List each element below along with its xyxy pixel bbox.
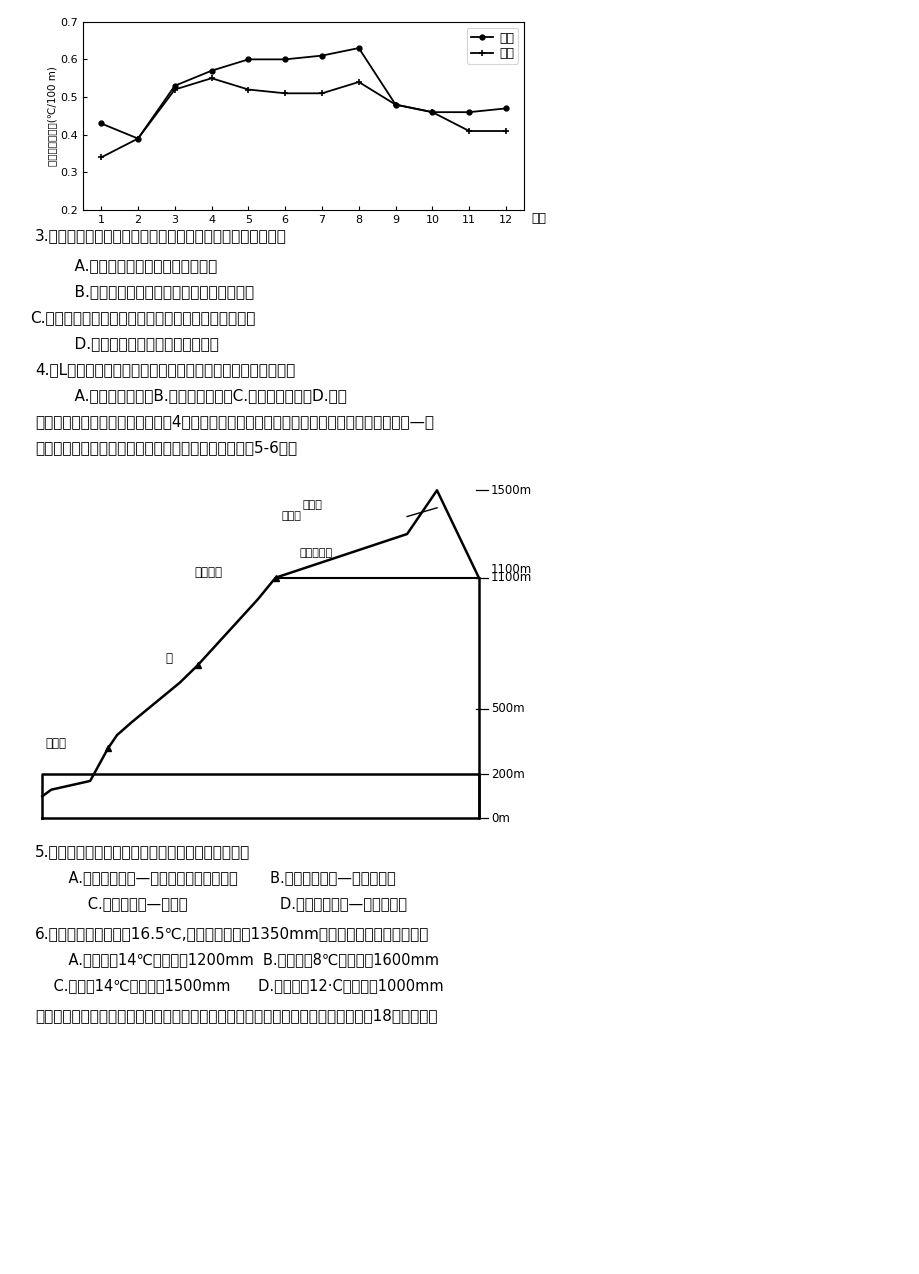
北坡	[206, 62, 217, 78]
Text: 4.　L南坡相比，北坡夏季气温垂直递减率高的主要影响因素是: 4. L南坡相比，北坡夏季气温垂直递减率高的主要影响因素是	[35, 362, 295, 377]
Y-axis label: 气温垂直递减率(℃/100 m): 气温垂直递减率(℃/100 m)	[48, 66, 57, 166]
北坡	[426, 104, 437, 120]
Text: 6.　禅源寺年均温约为16.5℃,年降水量约　为1350mm，则甲地气候指标最可能是: 6. 禅源寺年均温约为16.5℃,年降水量约 为1350mm，则甲地气候指标最可…	[35, 926, 429, 941]
南坡	[243, 82, 254, 97]
南坡	[316, 85, 327, 101]
Polygon shape	[42, 490, 479, 818]
南坡	[353, 74, 364, 89]
Text: 3.　关于太白山南北坡各月气温垂直递减率的叙述，正确的赶: 3. 关于太白山南北坡各月气温垂直递减率的叙述，正确的赶	[35, 228, 287, 243]
南坡	[206, 70, 217, 85]
Text: 甲: 甲	[165, 652, 172, 665]
Text: C.落叶阔叶林—针叶林                    D.　常绿阔叶林—常绿阔叶林: C.落叶阔叶林—针叶林 D. 常绿阔叶林—常绿阔叶林	[60, 896, 406, 911]
北坡	[96, 116, 107, 131]
Text: 混丛林: 混丛林	[281, 511, 301, 521]
北坡	[132, 131, 143, 147]
北坡	[500, 101, 511, 116]
Text: 开山老殿: 开山老殿	[195, 566, 222, 580]
Text: 月份: 月份	[531, 211, 546, 225]
Text: C.年均慉14℃，降水量1500mm      D.　年均温12·C，降水量1000mm: C.年均慉14℃，降水量1500mm D. 年均温12·C，降水量1000mm	[35, 978, 443, 992]
Text: A.　南坡和北坡年内变化幅度相同: A. 南坡和北坡年内变化幅度相同	[55, 259, 217, 273]
南坡	[426, 104, 437, 120]
Text: 5.　从禅源寺到开山老殿一路看到的景观变化可能是: 5. 从禅源寺到开山老殿一路看到的景观变化可能是	[35, 843, 250, 859]
Text: A.　年均温14℃，降水量1200mm  B.　年均愩8℃，降水量1600mm: A. 年均温14℃，降水量1200mm B. 年均愩8℃，降水量1600mm	[50, 952, 438, 967]
Text: 1100m: 1100m	[491, 571, 531, 585]
Text: B.　气温较高的月份，气温垂直递减率较大: B. 气温较高的月份，气温垂直递减率较大	[55, 284, 254, 299]
Line: 北坡: 北坡	[98, 46, 508, 141]
南坡	[132, 131, 143, 147]
Text: 浙江省西天目山风光优美，每年4月份，某校学生都在此参加登山活动，其路线为：禅源寺—开: 浙江省西天目山风光优美，每年4月份，某校学生都在此参加登山活动，其路线为：禅源寺…	[35, 414, 434, 429]
北坡	[243, 52, 254, 68]
北坡	[390, 97, 401, 112]
Text: 0m: 0m	[491, 812, 509, 824]
Text: C.南北坡的最大值均出现在夏季，最小值均出现在冬季: C.南北坡的最大值均出现在夏季，最小值均出现在冬季	[30, 310, 255, 325]
南坡	[500, 124, 511, 139]
北坡	[316, 48, 327, 64]
Text: 1100m: 1100m	[491, 563, 531, 576]
南坡	[463, 124, 474, 139]
Legend: 北坡, 南坡: 北坡, 南坡	[466, 28, 517, 64]
Text: 混交林: 混交林	[302, 499, 322, 510]
南坡	[279, 85, 290, 101]
Text: D.　年均垂直递减率北坡小于南坡: D. 年均垂直递减率北坡小于南坡	[55, 336, 219, 352]
Text: 落叶阔叶林: 落叶阔叶林	[300, 548, 333, 558]
Text: 1500m: 1500m	[491, 484, 531, 497]
Text: 山老殿，右图为西天目山南坡自然带分布图，据此完戉5-6题。: 山老殿，右图为西天目山南坡自然带分布图，据此完戉5-6题。	[35, 440, 297, 455]
Line: 南坡: 南坡	[97, 75, 509, 161]
南坡	[169, 82, 180, 97]
南坡	[96, 150, 107, 166]
Text: 青海湖形成初期，通过倒淤河与黄河水系相通，后逐渐演变为成水湖；现平均幂度18米，青海湖: 青海湖形成初期，通过倒淤河与黄河水系相通，后逐渐演变为成水湖；现平均幂度18米，…	[35, 1008, 437, 1023]
Text: A.　日照时数　　B.　大气湿度　　C.植被覆盖率　　D.风速: A. 日照时数 B. 大气湿度 C.植被覆盖率 D.风速	[55, 389, 346, 403]
南坡	[390, 97, 401, 112]
北坡	[169, 78, 180, 93]
Text: 500m: 500m	[491, 702, 524, 715]
Polygon shape	[42, 775, 479, 818]
Text: 禅源寺: 禅源寺	[45, 736, 66, 749]
Text: 200m: 200m	[491, 768, 524, 781]
北坡	[463, 104, 474, 120]
北坡	[353, 41, 364, 56]
Text: A.　常绿阔叶林—常绿和落叶阔叶混交林       B.　常绿阔叶林—针阔混交林: A. 常绿阔叶林—常绿和落叶阔叶混交林 B. 常绿阔叶林—针阔混交林	[50, 870, 395, 885]
北坡	[279, 52, 290, 68]
